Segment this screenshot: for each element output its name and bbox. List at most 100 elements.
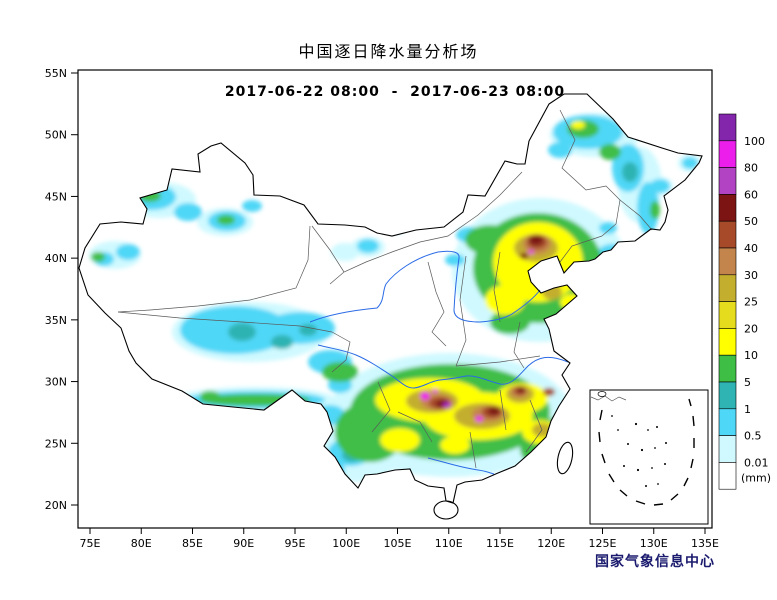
- hainan-island: [433, 500, 459, 520]
- lat-tick-label: 40N: [45, 252, 67, 265]
- precip-blob-cyan: [174, 203, 202, 221]
- legend-label: 100: [744, 135, 765, 148]
- precip-blob-yellow: [440, 436, 470, 454]
- lat-tick-label: 35N: [45, 314, 67, 327]
- legend-unit-label: (mm): [741, 471, 771, 484]
- lon-tick-label: 85E: [182, 537, 203, 550]
- precip-blob-yellow: [485, 285, 525, 315]
- legend-swatch: [718, 113, 737, 142]
- yangtze-river: [317, 344, 569, 389]
- precip-blob-maroon: [529, 235, 543, 245]
- precip-blob-cyan: [319, 461, 345, 479]
- legend-label: 0.5: [744, 430, 762, 443]
- lon-tick-label: 125E: [589, 537, 617, 550]
- precip-blob-teal: [622, 162, 638, 182]
- precip-blob-cyan: [631, 260, 649, 272]
- precip-blob-green: [322, 362, 358, 382]
- legend-swatch: [718, 301, 737, 329]
- color-legend: 100 80 60 50 40 30 25 20 10 5 1 0.5 0.01 (mm): [718, 113, 771, 490]
- lon-tick-label: 130E: [640, 537, 668, 550]
- legend-swatch: [718, 435, 737, 463]
- plot-frame: [77, 69, 713, 529]
- lon-tick-label: 110E: [435, 537, 463, 550]
- precip-blob-teal: [299, 324, 317, 336]
- precip-blob-maroon: [517, 387, 525, 393]
- legend-label: 20: [744, 322, 758, 335]
- legend-label: 60: [744, 188, 758, 201]
- precip-blob-cyan: [357, 239, 379, 253]
- precip-blob-magenta: [420, 392, 430, 400]
- precip-blob-green: [572, 288, 608, 312]
- precip-blob-maroon: [488, 407, 500, 415]
- precip-blob-cyan: [242, 200, 262, 212]
- inset-border: [589, 389, 709, 525]
- lat-tick-label: 25N: [45, 437, 67, 450]
- precip-blob-cyan: [116, 244, 140, 260]
- legend-label: 40: [744, 242, 758, 255]
- island-dots: [611, 415, 667, 487]
- credit-label: 国家气象信息中心: [595, 554, 715, 570]
- lon-tick-label: 135E: [691, 537, 719, 550]
- precip-blob-green: [490, 310, 530, 334]
- precip-blob-green: [200, 391, 220, 401]
- lat-tick-label: 30N: [45, 376, 67, 389]
- legend-label: 30: [744, 269, 758, 282]
- lon-tick-label: 120E: [537, 537, 565, 550]
- lon-tick-label: 90E: [233, 537, 254, 550]
- rivers: [309, 250, 569, 475]
- legend-swatch: [718, 408, 737, 436]
- legend-label: 80: [744, 162, 758, 175]
- yellow-river: [309, 250, 541, 323]
- lon-tick-label: 100E: [332, 537, 360, 550]
- precip-blob-magenta: [432, 389, 438, 393]
- taiwan-island: [556, 441, 574, 475]
- lon-tick-label: 95E: [285, 537, 306, 550]
- legend-swatch: [718, 462, 737, 490]
- legend-swatch: [718, 247, 737, 276]
- precip-blob-green: [217, 215, 235, 225]
- date-range-label: 2017-06-22 08:00 - 2017-06-23 08:00: [224, 84, 566, 100]
- lat-tick-label: 55N: [45, 67, 67, 80]
- legend-label: 50: [744, 215, 758, 228]
- lon-tick-label: 80E: [131, 537, 152, 550]
- precip-blob-cyan: [682, 157, 698, 169]
- legend-swatch: [718, 194, 737, 222]
- precip-blob-cyan: [588, 302, 612, 318]
- inset-hainan: [597, 391, 607, 397]
- precip-blob-magenta: [528, 250, 534, 254]
- legend-label: 5: [744, 376, 751, 389]
- lon-tick-label: 115E: [486, 537, 514, 550]
- precip-blob-green: [616, 258, 628, 266]
- lat-tick-label: 50N: [45, 129, 67, 142]
- precip-blob-teal: [271, 335, 293, 349]
- precip-blob-yellow: [571, 121, 585, 129]
- lat-tick-label: 20N: [45, 499, 67, 512]
- precip-blob-cyan: [548, 142, 572, 158]
- pearl-river: [427, 457, 495, 475]
- precip-blob-cyan: [388, 223, 404, 233]
- precip-blob-magenta: [475, 416, 483, 422]
- precip-blob-yellow: [380, 428, 420, 452]
- legend-swatch: [718, 381, 737, 410]
- precip-blob-cyan: [599, 222, 617, 234]
- legend-swatch: [718, 328, 737, 356]
- legend-swatch: [718, 140, 737, 168]
- precip-blob-maroon: [520, 253, 528, 259]
- legend-label: 10: [744, 349, 758, 362]
- axes: 55N 50N 45N 40N 35N 30N 25N 20N 75E 80E 85E 90E 95E 1…: [45, 67, 719, 550]
- lon-tick-label: 105E: [384, 537, 412, 550]
- legend-swatch: [718, 167, 737, 195]
- south-china-sea-inset: [589, 389, 709, 525]
- precip-blob-redbrown: [543, 388, 555, 396]
- legend-swatch: [718, 354, 737, 383]
- precip-blob-green: [139, 190, 161, 202]
- lon-tick-label: 75E: [80, 537, 101, 550]
- precip-blob-cyan: [445, 254, 465, 266]
- lat-tick-label: 45N: [45, 190, 67, 203]
- precip-blob-cyan: [650, 179, 670, 193]
- precip-blob-teal: [228, 323, 256, 341]
- precip-blob-purple: [444, 402, 448, 406]
- legend-swatch: [718, 220, 737, 249]
